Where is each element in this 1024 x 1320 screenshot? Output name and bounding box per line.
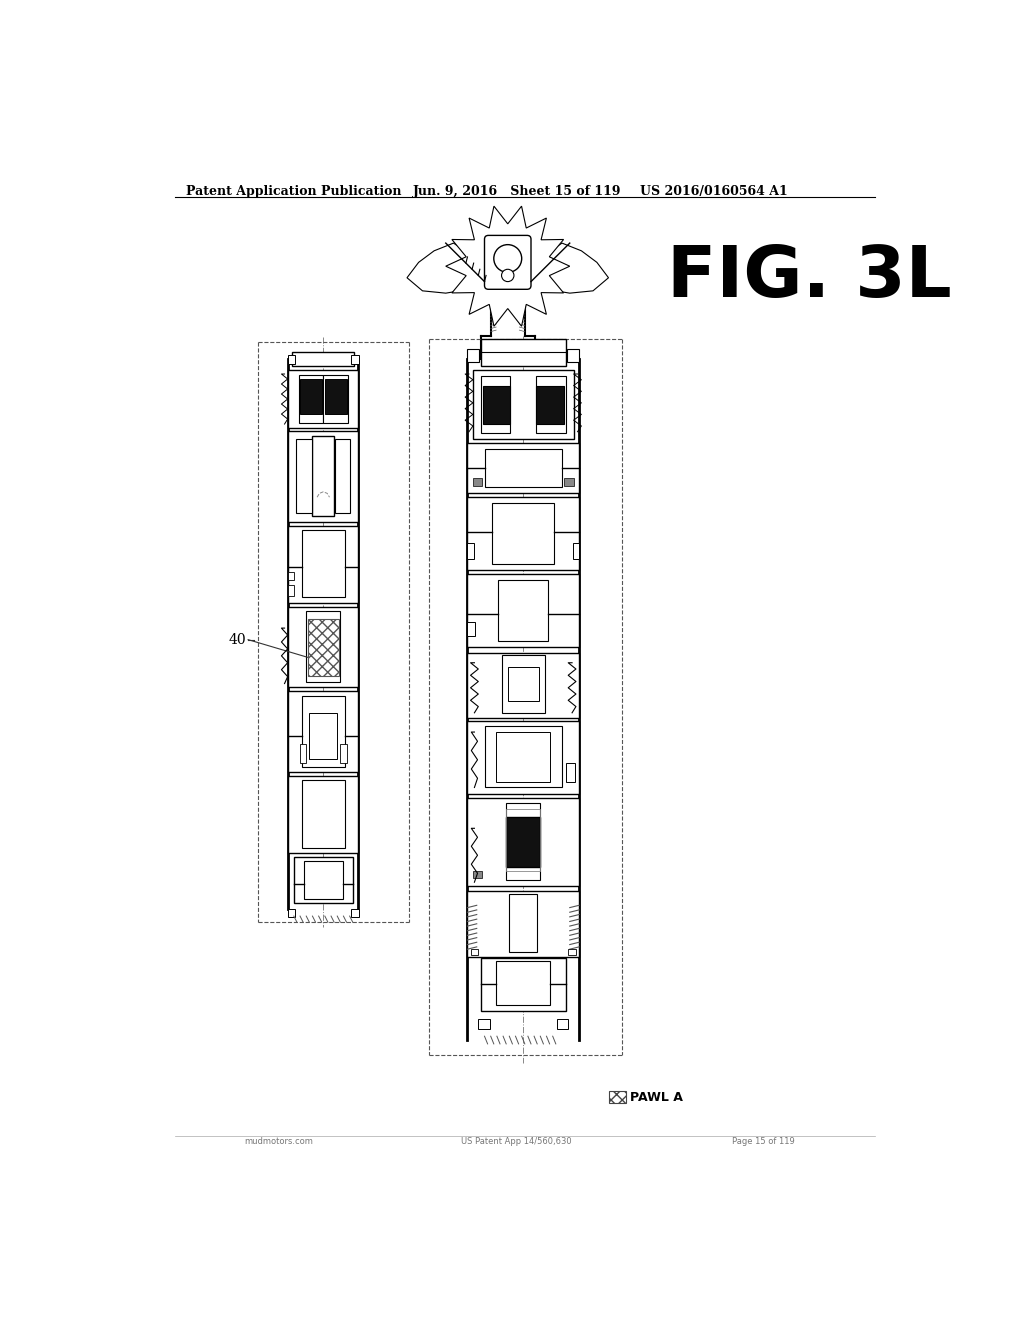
Bar <box>564 478 573 486</box>
Bar <box>509 894 538 952</box>
Bar <box>473 478 482 486</box>
Bar <box>506 817 541 867</box>
Bar <box>289 525 358 603</box>
Bar <box>537 385 563 424</box>
Bar <box>351 909 359 917</box>
Bar <box>304 861 343 899</box>
Bar <box>557 1019 568 1028</box>
Bar <box>292 352 354 367</box>
Bar <box>480 958 566 1011</box>
Bar <box>351 355 359 364</box>
Bar <box>506 809 541 871</box>
Bar <box>467 348 479 363</box>
Bar <box>608 1090 626 1104</box>
Bar <box>467 622 475 636</box>
Bar <box>289 692 358 772</box>
Bar <box>506 803 541 880</box>
Polygon shape <box>539 243 608 293</box>
Bar <box>312 437 334 516</box>
Polygon shape <box>407 243 477 293</box>
Bar <box>335 440 350 512</box>
Bar <box>572 544 579 558</box>
Bar <box>467 574 579 647</box>
Bar <box>480 376 510 433</box>
Bar <box>499 579 548 642</box>
Bar <box>302 780 345 847</box>
Bar <box>300 743 306 763</box>
Text: Patent Application Publication: Patent Application Publication <box>186 185 401 198</box>
Bar <box>566 763 575 781</box>
Bar <box>467 498 579 570</box>
Bar <box>288 909 295 917</box>
Bar <box>467 544 474 558</box>
Bar <box>467 891 579 957</box>
Bar <box>480 339 566 367</box>
Bar <box>471 949 478 956</box>
Bar <box>299 375 324 422</box>
Bar <box>484 726 562 788</box>
Text: FIG. 3L: FIG. 3L <box>667 243 951 312</box>
Bar <box>289 370 358 428</box>
Bar <box>294 857 352 903</box>
Bar <box>288 355 295 364</box>
Bar <box>467 721 579 793</box>
Polygon shape <box>445 206 569 326</box>
Bar <box>288 572 294 579</box>
Circle shape <box>494 244 521 272</box>
FancyBboxPatch shape <box>484 235 531 289</box>
Bar <box>473 370 573 440</box>
Bar <box>508 667 539 701</box>
Text: 40: 40 <box>228 632 246 647</box>
Bar <box>473 871 482 878</box>
Bar <box>306 611 340 682</box>
Bar <box>309 713 337 759</box>
Bar <box>478 1019 489 1028</box>
Text: Page 15 of 119: Page 15 of 119 <box>732 1137 796 1146</box>
Bar <box>467 444 579 494</box>
Bar <box>308 619 339 676</box>
Bar <box>537 376 566 433</box>
Bar <box>289 432 358 521</box>
Bar <box>289 776 358 853</box>
Bar <box>467 653 579 718</box>
Bar <box>324 375 348 422</box>
Bar <box>493 503 554 564</box>
Circle shape <box>502 269 514 281</box>
Bar <box>340 743 346 763</box>
Bar <box>484 449 562 487</box>
Bar <box>300 379 322 414</box>
Bar <box>296 440 311 512</box>
Text: US 2016/0160564 A1: US 2016/0160564 A1 <box>640 185 787 198</box>
Bar <box>483 385 510 424</box>
Text: Jun. 9, 2016   Sheet 15 of 119: Jun. 9, 2016 Sheet 15 of 119 <box>414 185 622 198</box>
Bar <box>302 696 345 767</box>
Bar <box>289 607 358 688</box>
Bar <box>325 379 346 414</box>
Bar <box>302 529 345 598</box>
Bar <box>467 797 579 886</box>
Text: US Patent App 14/560,630: US Patent App 14/560,630 <box>461 1137 571 1146</box>
Bar <box>502 655 545 713</box>
Text: PAWL A: PAWL A <box>630 1090 683 1104</box>
Bar <box>496 961 550 1006</box>
Text: mudmotors.com: mudmotors.com <box>245 1137 313 1146</box>
Bar <box>288 585 294 595</box>
Bar <box>496 733 550 781</box>
Bar <box>567 348 579 363</box>
Bar <box>568 949 575 956</box>
